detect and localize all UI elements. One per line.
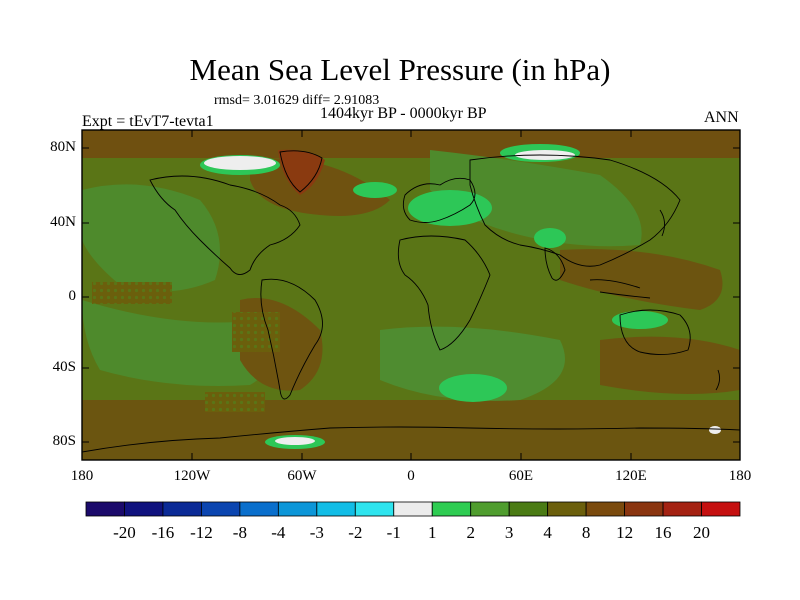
- colorbar-label: -16: [152, 523, 175, 542]
- latitude-ticks: [82, 147, 740, 443]
- colorbar-swatch: [508, 501, 549, 517]
- ross-white: [709, 426, 721, 434]
- colorbar-label: 4: [543, 523, 552, 542]
- europe-bright-green: [408, 190, 492, 226]
- colorbar-label: 16: [655, 523, 672, 542]
- colorbar: -20 -16 -12 -8 -4 -3 -2 -1 1 2 3 4 8 12 16 20: [85, 501, 741, 542]
- colorbar-swatch: [701, 501, 741, 517]
- longitude-ticks: [81, 130, 741, 460]
- lat-label: 80N: [50, 139, 76, 155]
- lon-label: 180: [728, 468, 752, 484]
- colorbar-swatch: [585, 501, 625, 517]
- spac-green: [82, 300, 278, 386]
- hatch-npac: [92, 282, 172, 304]
- npac-green: [82, 184, 220, 292]
- colorbar-label: 8: [582, 523, 591, 542]
- hatch-spac: [205, 392, 265, 412]
- colorbar-label: 20: [693, 523, 710, 542]
- south-atlantic-bright-green: [439, 374, 507, 402]
- spac-east-brown: [600, 336, 740, 394]
- time-period-label: 1404kyr BP - 0000kyr BP: [320, 105, 487, 122]
- colorbar-label: -8: [233, 523, 247, 542]
- colorbar-swatch: [124, 501, 164, 517]
- colorbar-swatch: [624, 501, 664, 517]
- colorbar-swatch: [316, 501, 356, 517]
- lat-label: 40S: [52, 359, 76, 375]
- lat-label: 0: [68, 288, 77, 304]
- antarctic-white: [275, 437, 315, 445]
- lat-label: 80S: [52, 433, 76, 449]
- colorbar-label: -3: [310, 523, 324, 542]
- colorbar-swatch: [85, 501, 125, 517]
- greenland-high: [278, 149, 325, 195]
- colorbar-label: -2: [348, 523, 362, 542]
- colorbar-label: 12: [616, 523, 633, 542]
- rmsd-diff-stats: rmsd= 3.01629 diff= 2.91083: [214, 93, 380, 108]
- colorbar-swatch: [201, 501, 241, 517]
- colorbar-swatch: [393, 501, 433, 517]
- experiment-label: Expt = tEvT7-tevta1: [82, 113, 214, 130]
- season-label: ANN: [704, 109, 739, 126]
- lat-label: 40N: [50, 214, 76, 230]
- colorbar-label: 1: [428, 523, 437, 542]
- colorbar-label: -1: [387, 523, 401, 542]
- lon-label: 180: [70, 468, 94, 484]
- colorbar-label: 3: [505, 523, 514, 542]
- sind-green: [380, 326, 565, 401]
- colorbar-swatch: [354, 501, 395, 517]
- coastlines: [82, 150, 740, 453]
- asia-bright-green: [534, 228, 566, 248]
- pressure-field: [82, 130, 740, 460]
- lon-label: 0: [407, 468, 415, 484]
- colorbar-label: -4: [271, 523, 286, 542]
- hatch-sam: [232, 312, 280, 352]
- colorbar-swatch: [431, 501, 472, 517]
- colorbar-swatch: [162, 501, 202, 517]
- colorbar-swatch: [470, 501, 510, 517]
- iceland-bright-green: [353, 182, 397, 198]
- lon-label: 120E: [615, 468, 647, 484]
- lon-label: 60E: [508, 468, 534, 484]
- australia-bright-green: [612, 311, 668, 329]
- plot-title: Mean Sea Level Pressure (in hPa): [189, 52, 611, 87]
- antarctic-band: [82, 400, 740, 460]
- lon-label: 120W: [173, 468, 211, 484]
- colorbar-swatch: [662, 501, 702, 517]
- colorbar-label: -12: [190, 523, 213, 542]
- colorbar-label: 2: [466, 523, 475, 542]
- colorbar-label: -20: [113, 523, 136, 542]
- canada-white: [204, 156, 276, 170]
- eurasia-green: [430, 150, 642, 247]
- lon-label: 60W: [287, 468, 317, 484]
- colorbar-swatch: [239, 501, 279, 517]
- colorbar-swatch: [277, 501, 318, 517]
- colorbar-swatch: [547, 501, 587, 517]
